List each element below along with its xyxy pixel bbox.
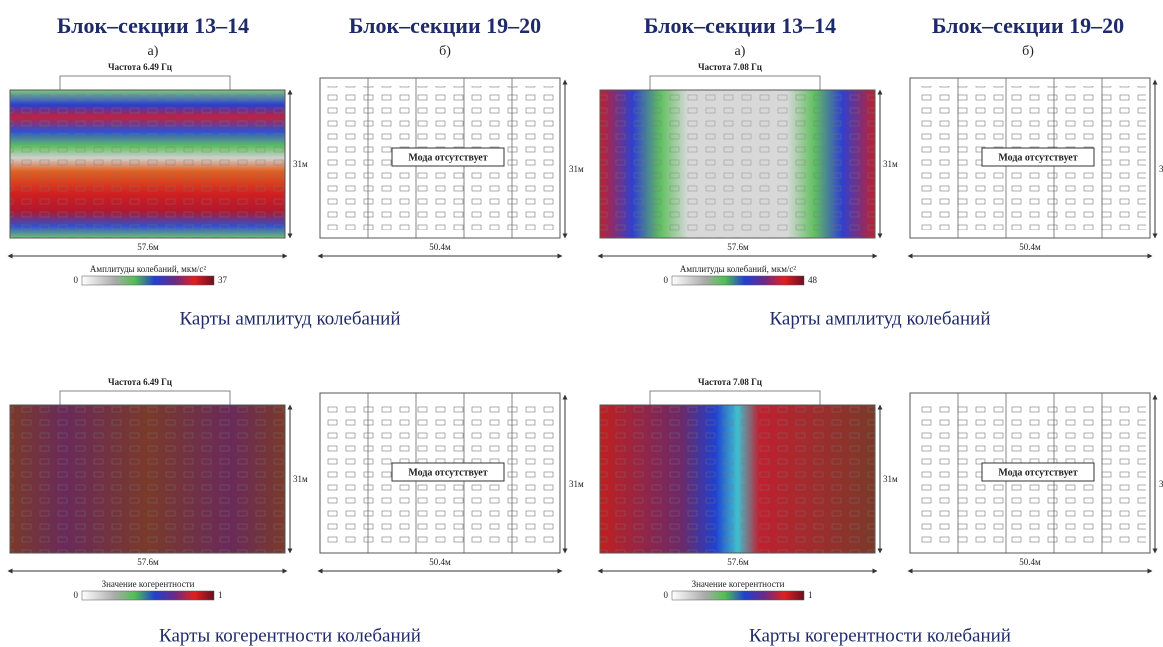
width-label: 57.6м [727, 557, 749, 567]
header-label: а) [735, 44, 746, 59]
scale-min: 0 [74, 590, 79, 600]
note: Мода отсутствует [998, 467, 1077, 478]
header-label: б) [439, 44, 451, 59]
header-title: Блок–секции 13–14 [57, 13, 249, 38]
scale-title: Амплитуды колебаний, мкм/с² [90, 264, 207, 274]
width-label: 50.4м [429, 557, 451, 567]
height-label: 31м [1159, 479, 1163, 489]
height-label: 31м [569, 164, 584, 174]
note-box [981, 462, 1095, 482]
scale-max: 37 [218, 275, 228, 285]
width-label: 50.4м [1019, 557, 1041, 567]
height-label: 31м [293, 159, 308, 169]
color-bar [81, 590, 215, 601]
note-box [391, 462, 505, 482]
color-bar [81, 275, 215, 286]
note-box [981, 147, 1095, 167]
caption: Карты амплитуд колебаний [179, 308, 400, 329]
frequency: Частота 7.08 Гц [698, 377, 763, 387]
scale-max: 48 [808, 275, 818, 285]
scale-max: 1 [808, 590, 813, 600]
scale-min: 0 [74, 275, 79, 285]
frequency: Частота 6.49 Гц [108, 62, 173, 72]
width-label: 57.6м [727, 242, 749, 252]
header-title: Блок–секции 19–20 [932, 13, 1124, 38]
note: Мода отсутствует [998, 152, 1077, 163]
scale-title: Значение когерентности [102, 579, 195, 589]
scale-max: 1 [218, 590, 223, 600]
height-label: 31м [1159, 164, 1163, 174]
caption: Карты когерентности колебаний [749, 625, 1011, 646]
caption: Карты когерентности колебаний [159, 625, 421, 646]
width-label: 50.4м [1019, 242, 1041, 252]
scale-title: Значение когерентности [692, 579, 785, 589]
heatmap-windows [10, 405, 285, 553]
height-label: 31м [569, 479, 584, 489]
heatmap-windows [600, 90, 875, 238]
heatmap-windows [600, 405, 875, 553]
color-bar [671, 275, 805, 286]
scale-min: 0 [664, 590, 669, 600]
height-label: 31м [883, 474, 898, 484]
heatmap-windows [10, 90, 285, 238]
header-title: Блок–секции 19–20 [349, 13, 541, 38]
note: Мода отсутствует [408, 152, 487, 163]
note-box [391, 147, 505, 167]
caption: Карты амплитуд колебаний [769, 308, 990, 329]
width-label: 57.6м [137, 242, 159, 252]
height-label: 31м [293, 474, 308, 484]
header-title: Блок–секции 13–14 [644, 13, 836, 38]
scale-min: 0 [664, 275, 669, 285]
note: Мода отсутствует [408, 467, 487, 478]
width-label: 50.4м [429, 242, 451, 252]
header-label: б) [1022, 44, 1034, 59]
color-bar [671, 590, 805, 601]
frequency: Частота 7.08 Гц [698, 62, 763, 72]
height-label: 31м [883, 159, 898, 169]
frequency: Частота 6.49 Гц [108, 377, 173, 387]
header-label: а) [148, 44, 159, 59]
scale-title: Амплитуды колебаний, мкм/с² [680, 264, 797, 274]
width-label: 57.6м [137, 557, 159, 567]
